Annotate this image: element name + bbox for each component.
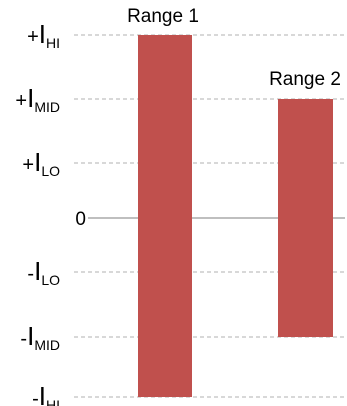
y-tick-label-zero: 0	[75, 209, 86, 230]
y-tick-label-neg-imid: -IMID	[20, 321, 60, 353]
y-tick-label-pos-imid: +IMID	[15, 83, 60, 115]
bar-label-range-1: Range 1	[127, 6, 199, 27]
y-tick-labels: +IHI +IMID +ILO 0 -ILO -IMID -IHI	[15, 19, 86, 406]
bars	[138, 35, 333, 397]
y-tick-label-neg-ilo: -ILO	[27, 256, 60, 288]
y-tick-label-neg-ihi: -IHI	[32, 381, 60, 406]
y-tick-label-pos-ihi: +IHI	[27, 19, 60, 51]
bar-range-1	[138, 35, 192, 397]
bar-label-range-2: Range 2	[269, 69, 341, 90]
bar-labels: Range 1 Range 2	[127, 6, 341, 90]
bar-range-2	[278, 99, 333, 337]
y-tick-label-pos-ilo: +ILO	[22, 147, 60, 179]
